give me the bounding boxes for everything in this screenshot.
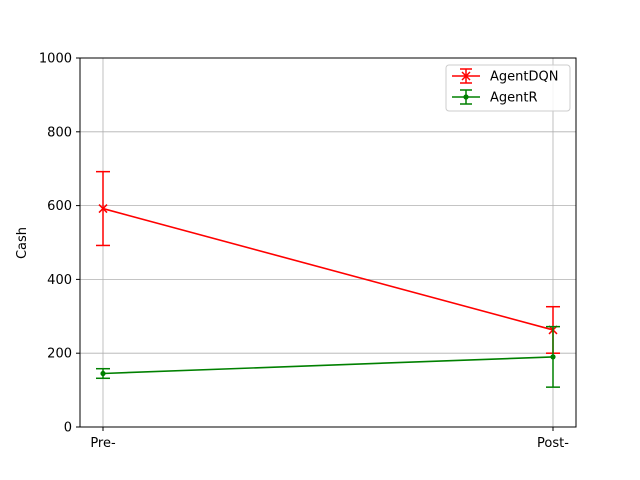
- legend-marker: [461, 71, 471, 81]
- series-line: [102, 356, 554, 375]
- legend-item-agentdqn: AgentDQN: [452, 68, 558, 85]
- x-tick-label: Pre-: [90, 436, 116, 451]
- legend-label: AgentDQN: [490, 70, 558, 85]
- series-layer: [96, 170, 560, 388]
- x-axis-ticks: Pre- Post-: [90, 427, 569, 451]
- y-tick-label: 0: [64, 421, 72, 436]
- x-tick-label: Post-: [537, 436, 569, 451]
- series-agentr: [96, 325, 560, 388]
- data-point-stroke: [98, 204, 108, 214]
- data-point: [98, 204, 108, 214]
- plot-frame: [79, 57, 577, 428]
- y-tick-label: 200: [47, 347, 72, 362]
- legend-item-agentr: AgentR: [452, 89, 538, 106]
- data-point: [550, 354, 556, 360]
- y-tick-label: 1000: [39, 52, 72, 67]
- legend: AgentDQN AgentR: [445, 64, 571, 112]
- y-axis-label: Cash: [15, 227, 30, 259]
- legend-marker: [463, 94, 469, 100]
- y-axis-ticks: 0 200 400 600 800 1000: [39, 52, 80, 436]
- y-tick-label: 800: [47, 125, 72, 140]
- series-line: [102, 207, 554, 331]
- legend-label: AgentR: [490, 91, 538, 106]
- data-point: [100, 370, 106, 377]
- legend-marker-stroke: [461, 71, 471, 81]
- y-tick-label: 600: [47, 199, 72, 214]
- y-tick-label: 400: [47, 273, 72, 288]
